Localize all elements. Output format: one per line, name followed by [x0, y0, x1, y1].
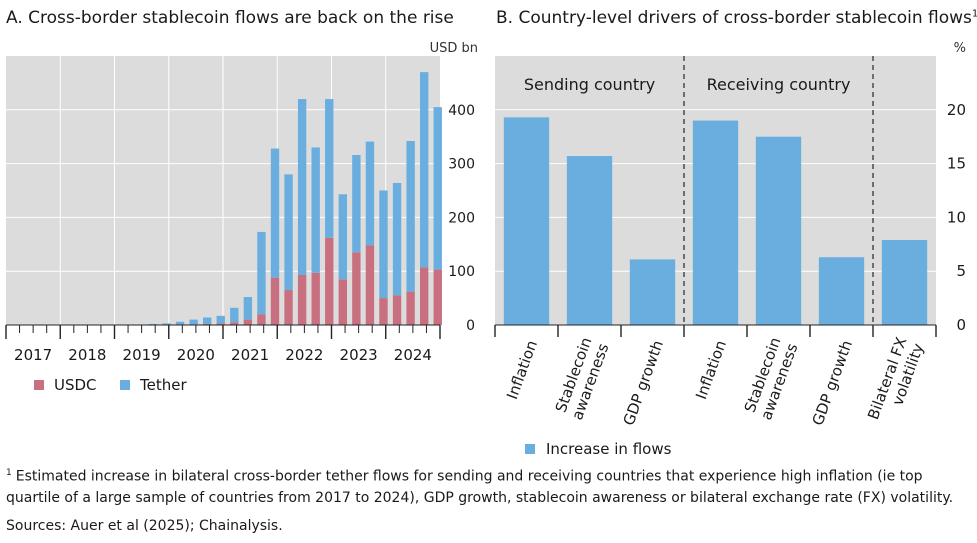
y-tick-label: 15	[947, 155, 966, 173]
y-tick-label: 5	[956, 262, 966, 280]
bar-tether	[365, 141, 375, 246]
bar-tether	[311, 147, 320, 273]
bar-usdc	[311, 272, 320, 325]
bar-increase-in-flows	[629, 259, 676, 325]
x-tick-label: 2021	[231, 346, 269, 364]
bar-increase-in-flows	[881, 239, 928, 325]
legend-swatch-usdc	[34, 380, 44, 390]
y-axis-unit-a: USD bn	[430, 41, 478, 56]
x-tick-label: Inflation	[503, 338, 541, 402]
bar-usdc	[216, 323, 225, 325]
bar-tether	[297, 99, 307, 275]
bar-usdc	[243, 319, 253, 325]
x-tick-label-group: Inflation	[503, 338, 541, 402]
chart-b: 0 5 10 15 20% Sending country Receiving countr…	[494, 41, 966, 458]
bar-tether	[257, 231, 266, 315]
bar-tether	[175, 321, 185, 325]
bar-usdc	[338, 279, 347, 325]
x-tick-label: 2019	[123, 346, 161, 364]
bar-increase-in-flows	[692, 120, 739, 325]
bar-tether	[243, 297, 253, 320]
x-tick-label-group: GDP growth	[809, 338, 856, 428]
bar-tether	[162, 323, 171, 325]
footnote-text: Estimated increase in bilateral cross-bo…	[6, 468, 954, 506]
bar-tether	[379, 190, 388, 299]
x-tick-label-group: GDP growth	[620, 338, 667, 428]
x-tick-label: 2018	[68, 346, 106, 364]
x-tick-label: GDP growth	[620, 338, 667, 428]
y-tick-label: 20	[947, 101, 966, 119]
x-tick-label: 2024	[394, 346, 432, 364]
x-tick-label: 2020	[177, 346, 215, 364]
x-tick-label: Inflation	[692, 338, 730, 402]
legend-label-tether: Tether	[139, 376, 187, 394]
x-tick-label: 2017	[14, 346, 52, 364]
y-tick-label: 0	[956, 316, 966, 334]
legend-label-increase-in-flows: Increase in flows	[546, 440, 672, 458]
bar-usdc	[284, 290, 293, 325]
bar-usdc	[392, 295, 402, 325]
bar-tether	[284, 174, 293, 291]
bar-tether	[202, 317, 212, 324]
footnote-mark: 1	[6, 468, 12, 478]
group-label-1: Receiving country	[707, 75, 851, 94]
bar-tether	[189, 319, 198, 325]
panel-b-title: B. Country-level drivers of cross-border…	[496, 8, 977, 28]
footnote: 1 Estimated increase in bilateral cross-b…	[6, 463, 971, 509]
bar-usdc	[297, 274, 307, 325]
y-tick-label: 10	[947, 208, 966, 226]
legend-swatch-increase-in-flows	[525, 444, 535, 454]
x-tick-label: GDP growth	[809, 338, 856, 428]
bar-tether	[433, 107, 442, 270]
panel-b-footnote-mark: 1	[971, 8, 977, 20]
sources: Sources: Auer et al (2025); Chainalysis.	[6, 518, 283, 534]
y-tick-label: 0	[466, 318, 475, 334]
bar-increase-in-flows	[503, 117, 550, 325]
bar-usdc	[365, 245, 375, 325]
x-tick-label-group: Inflation	[692, 338, 730, 402]
bar-increase-in-flows	[566, 156, 613, 325]
bar-tether	[230, 307, 239, 323]
bar-usdc	[325, 237, 334, 325]
x-tick-label: 2022	[285, 346, 323, 364]
bar-usdc	[230, 322, 239, 325]
panel-a-title: A. Cross-border stablecoin flows are bac…	[6, 8, 454, 28]
bar-usdc	[406, 291, 415, 325]
bar-tether	[352, 154, 361, 253]
chart-a: 0 100 200 300 400 USD bn 2017 2018 2019 2020 2021 2…	[5, 41, 478, 394]
bar-usdc	[202, 323, 212, 325]
bar-tether	[270, 148, 280, 278]
y-tick-label: 100	[448, 264, 475, 280]
legend-swatch-tether	[120, 380, 130, 390]
bar-tether	[325, 99, 334, 238]
y-tick-label: 300	[448, 157, 475, 173]
bar-increase-in-flows	[818, 257, 865, 325]
bar-usdc	[352, 252, 361, 325]
bar-increase-in-flows	[755, 136, 802, 325]
bar-tether	[419, 72, 429, 268]
bar-tether	[216, 315, 225, 324]
y-tick-label: 200	[448, 210, 475, 226]
bar-usdc	[270, 277, 280, 325]
bar-usdc	[257, 314, 266, 325]
x-tick-label: 2023	[340, 346, 378, 364]
bar-tether	[148, 323, 158, 325]
legend-label-usdc: USDC	[54, 376, 97, 394]
bar-tether	[338, 194, 347, 280]
bar-usdc	[433, 269, 442, 325]
y-axis-unit-b: %	[954, 41, 966, 56]
bar-tether	[392, 182, 402, 296]
y-tick-label: 400	[448, 103, 475, 119]
group-label-0: Sending country	[524, 75, 655, 94]
bar-tether	[406, 141, 415, 292]
bar-usdc	[419, 267, 429, 325]
bar-usdc	[379, 298, 388, 325]
